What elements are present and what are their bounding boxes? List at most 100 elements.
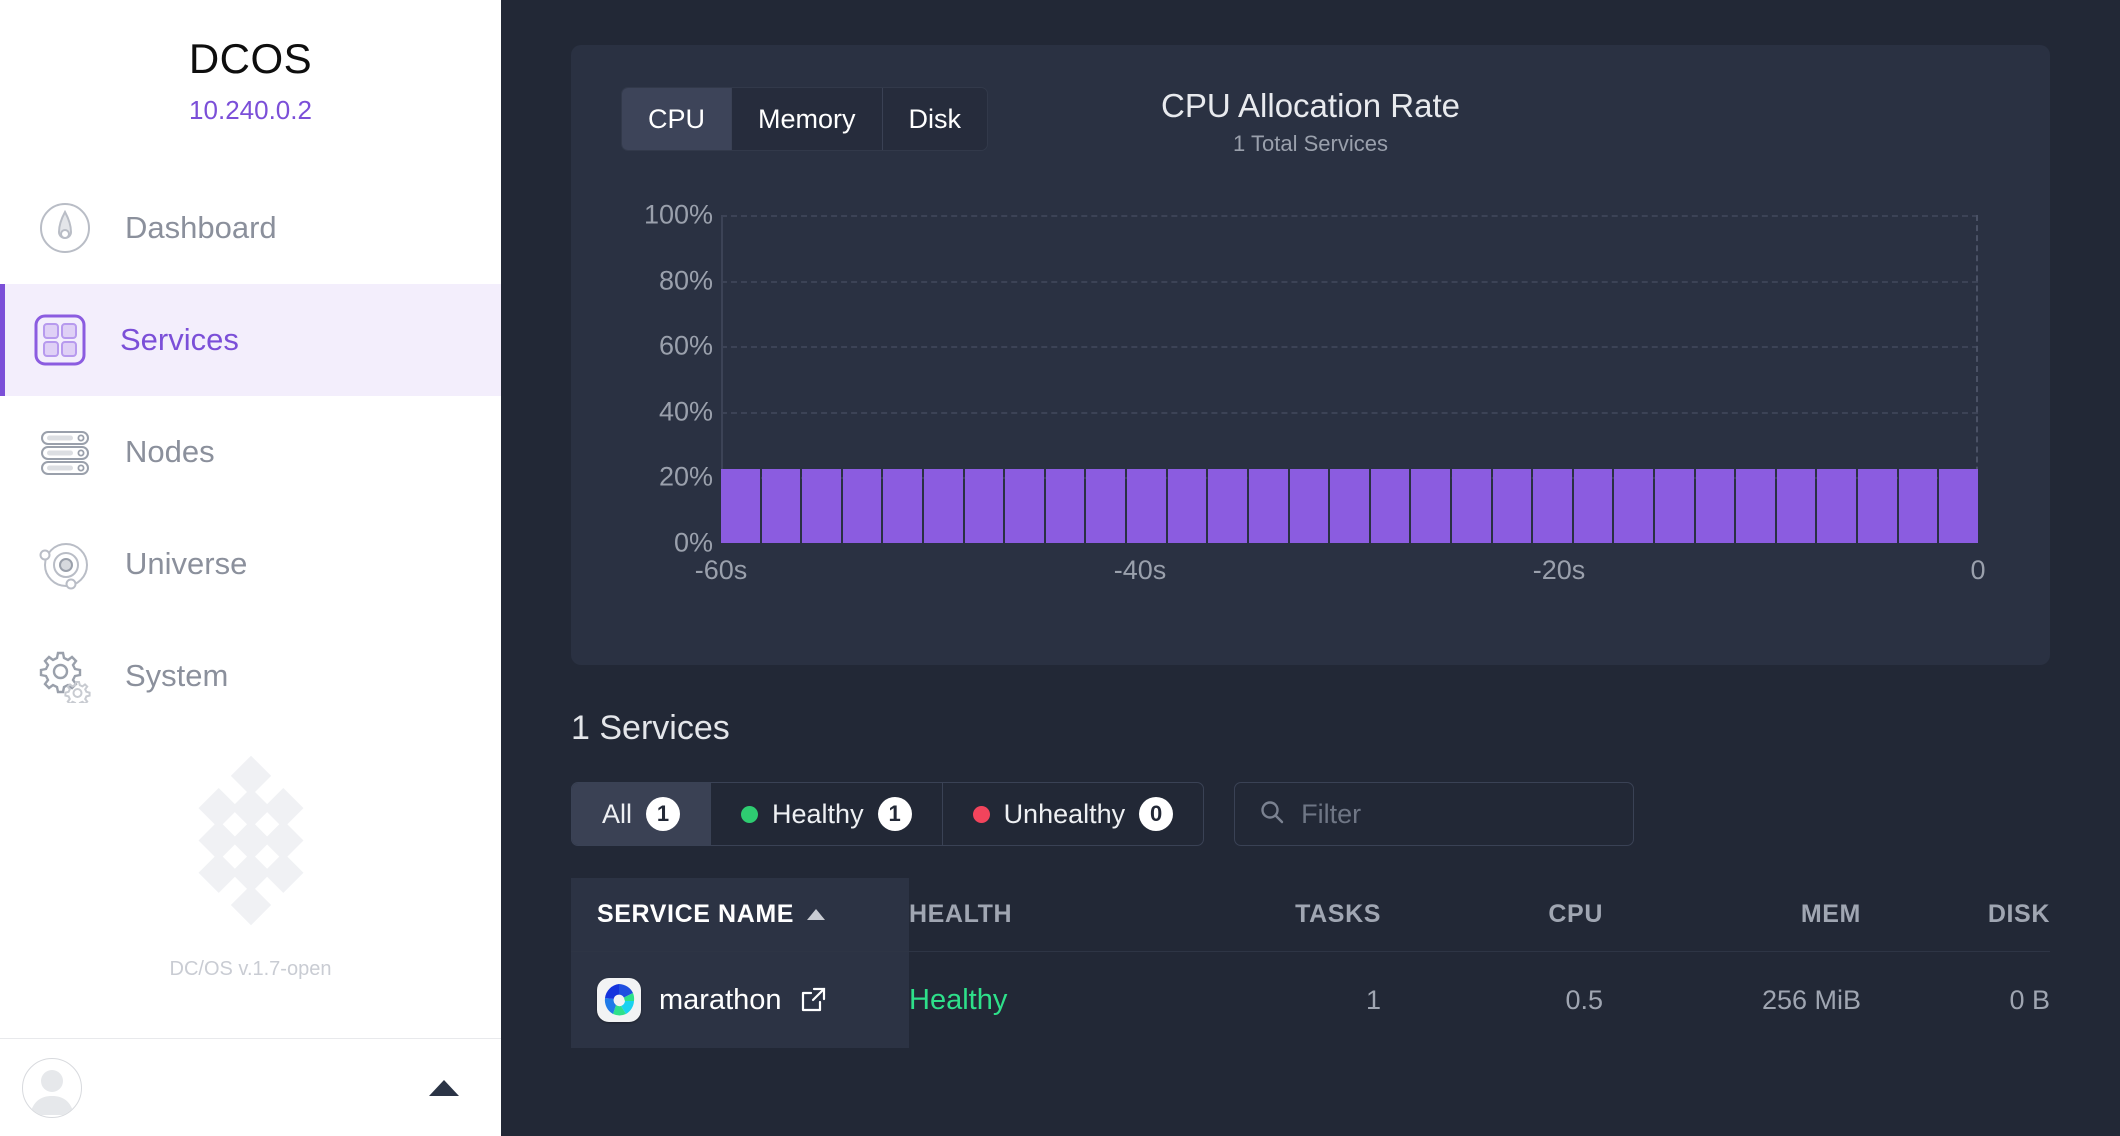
gridline: [721, 215, 1978, 217]
sidebar-item-system[interactable]: System: [0, 620, 501, 732]
tab-cpu[interactable]: CPU: [622, 88, 733, 150]
chart-grid: [721, 215, 2010, 543]
table-body: marathon Healthy: [571, 952, 2050, 1048]
bar: [1492, 469, 1532, 543]
chart-header: CPU Memory Disk CPU Allocation Rate 1 To…: [571, 45, 2050, 173]
sidebar-item-services[interactable]: Services: [0, 284, 501, 396]
bar: [1736, 469, 1775, 543]
filter-tab-label: All: [602, 798, 633, 829]
tab-memory[interactable]: Memory: [732, 88, 883, 150]
services-heading: 1 Services: [571, 709, 730, 747]
bar: [1005, 469, 1044, 543]
gridline: [721, 346, 1978, 349]
bar: [1370, 469, 1410, 543]
bar: [802, 469, 841, 543]
filter-count-badge: 0: [1139, 797, 1174, 831]
cluster-ip[interactable]: 10.240.0.2: [189, 95, 312, 125]
dcos-diamond-logo-icon: [198, 755, 303, 926]
sidebar-item-label: Nodes: [125, 434, 215, 469]
table-header: SERVICE NAME HEALTH TASKS CPU MEM DISK: [571, 878, 2050, 952]
table-row[interactable]: marathon Healthy: [571, 952, 2050, 1048]
bar: [1411, 469, 1450, 543]
sidebar-item-label: Dashboard: [125, 210, 277, 245]
x-tick-label: 0: [1970, 555, 1986, 585]
cell-cpu: 0.5: [1565, 984, 1603, 1015]
cell-disk: 0 B: [2009, 984, 2050, 1015]
filter-count-badge: 1: [877, 797, 912, 831]
bar: [1614, 469, 1654, 543]
bar: [1045, 469, 1085, 543]
bar: [1533, 469, 1572, 543]
column-header-disk[interactable]: DISK: [1987, 900, 2050, 928]
sidebar: DCOS 10.240.0.2 Dashboard: [0, 0, 501, 1136]
tab-disk[interactable]: Disk: [882, 88, 988, 150]
search-input[interactable]: Filter: [1301, 798, 1362, 829]
x-tick-label: -20s: [1532, 555, 1586, 585]
sidebar-item-universe[interactable]: Universe: [0, 508, 501, 620]
services-filter-row: All 1 Healthy 1 Unhealthy 0: [571, 782, 2050, 846]
bar: [1167, 469, 1207, 543]
y-tick-label: 100%: [643, 199, 713, 230]
sidebar-item-dashboard[interactable]: Dashboard: [0, 172, 501, 284]
user-avatar-icon[interactable]: [22, 1057, 82, 1118]
service-name-wrap: marathon: [597, 978, 826, 1022]
bar: [1086, 469, 1126, 543]
brand-header: DCOS 10.240.0.2: [0, 0, 501, 126]
bar: [1776, 469, 1816, 543]
bar: [924, 469, 963, 543]
column-header-service-name[interactable]: SERVICE NAME: [571, 878, 909, 951]
y-axis-line: [721, 215, 723, 543]
cpu-allocation-chart-panel: CPU Memory Disk CPU Allocation Rate 1 To…: [571, 45, 2050, 665]
filter-tab-all[interactable]: All 1: [572, 783, 712, 845]
filter-tab-label: Unhealthy: [1003, 798, 1126, 829]
bar: [1248, 469, 1288, 543]
bar: [721, 469, 760, 543]
bar: [964, 469, 1004, 543]
search-icon: [1259, 799, 1285, 830]
bar: [1127, 469, 1166, 543]
universe-atom-icon: [35, 534, 95, 594]
sidebar-footer[interactable]: [0, 1038, 501, 1136]
brand-title: DCOS: [188, 35, 313, 82]
bar: [1451, 469, 1491, 543]
y-tick-label: 0%: [673, 527, 713, 558]
services-table: SERVICE NAME HEALTH TASKS CPU MEM DISK: [571, 878, 2050, 1048]
tab-label: CPU: [648, 103, 706, 134]
sidebar-item-nodes[interactable]: Nodes: [0, 396, 501, 508]
column-header-tasks[interactable]: TASKS: [1295, 900, 1381, 928]
y-tick-label: 80%: [658, 265, 713, 296]
gridline: [721, 280, 1978, 283]
service-name-label: marathon: [659, 983, 782, 1016]
filter-tab-healthy[interactable]: Healthy 1: [711, 783, 943, 845]
filter-tab-unhealthy[interactable]: Unhealthy 0: [943, 783, 1204, 845]
bar-series: [721, 215, 1978, 543]
y-tick-label: 60%: [658, 330, 713, 361]
x-axis-labels: -60s -40s -20s 0: [695, 555, 2010, 595]
column-header-health[interactable]: HEALTH: [909, 900, 1013, 928]
column-header-mem[interactable]: MEM: [1800, 900, 1861, 928]
column-header-cpu[interactable]: CPU: [1548, 900, 1603, 928]
sidebar-nav: Dashboard Services: [0, 172, 501, 732]
bar: [1573, 469, 1613, 543]
bar: [1939, 469, 1978, 543]
sidebar-item-label: Services: [120, 322, 239, 357]
bar: [761, 469, 801, 543]
unhealthy-status-dot-icon: [972, 805, 990, 823]
filter-search-box[interactable]: Filter: [1234, 782, 1635, 846]
caret-up-icon[interactable]: [429, 1079, 459, 1096]
cell-service-name[interactable]: marathon: [571, 952, 909, 1048]
external-link-icon[interactable]: [800, 987, 826, 1013]
cell-health: Healthy: [909, 952, 1189, 1048]
cell-mem: 256 MiB: [1761, 984, 1861, 1015]
column-label: SERVICE NAME: [597, 900, 795, 928]
bar: [1330, 469, 1369, 543]
filter-tab-label: Healthy: [772, 798, 864, 829]
now-marker-line: [1976, 215, 1978, 543]
nodes-servers-icon: [35, 422, 95, 482]
resource-tab-group: CPU Memory Disk: [621, 87, 989, 151]
marathon-logo-icon: [597, 978, 641, 1022]
bar: [1208, 469, 1247, 543]
chart-plot-area: 100% 80% 60% 40% 20% 0% -: [621, 200, 2010, 635]
sort-ascending-icon: [807, 909, 826, 920]
